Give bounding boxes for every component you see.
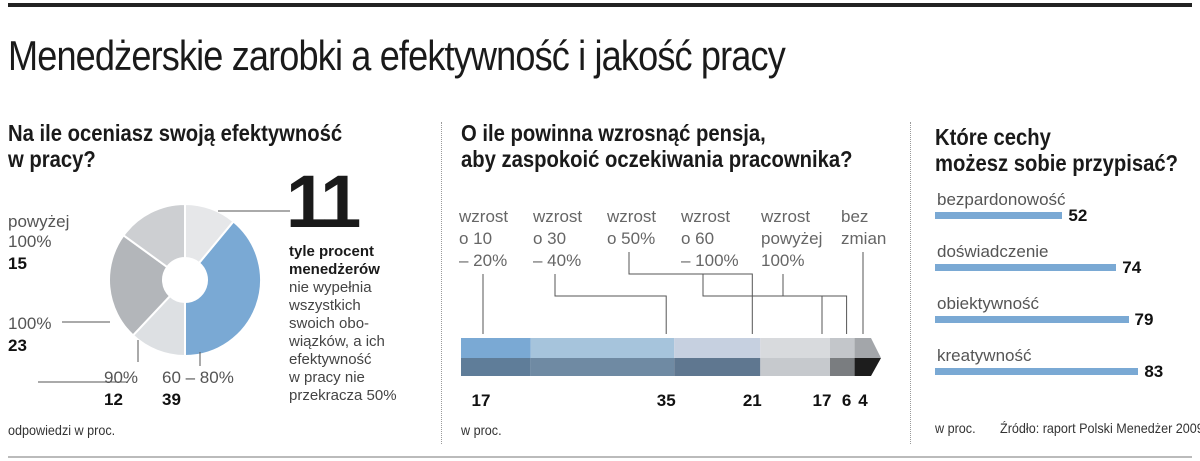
divider-right — [910, 122, 911, 444]
trait-label-0: bezpardonowość — [937, 190, 1066, 209]
trait-value-3: 83 — [1144, 362, 1164, 381]
pie-value-90: 12 — [104, 390, 123, 409]
bar-category-5-line-1: zmian — [841, 229, 886, 248]
bar-segment-top-3 — [760, 338, 830, 358]
bar-category-0-line-1: o 10 — [459, 229, 492, 248]
bar-category-2-line-0: wzrost — [606, 207, 656, 226]
bar-category-1-line-2: – 40% — [533, 251, 581, 270]
bar-segment-top-5 — [854, 338, 881, 358]
right-question-line-2: możesz sobie przypisać? — [935, 150, 1178, 176]
bar-value-1: 35 — [657, 391, 676, 410]
pie-slice-2 — [108, 233, 172, 337]
bar-value-5: 4 — [858, 391, 868, 410]
bar-value-3: 17 — [813, 391, 832, 410]
bar-leader-3 — [702, 274, 823, 334]
highlight-line-3: swoich obo- — [289, 315, 370, 332]
pie-label-powyzej-line2: 100% — [8, 232, 52, 251]
left-question-line-2: w pracy? — [8, 146, 96, 172]
trait-value-2: 79 — [1134, 310, 1154, 329]
pie-label-powyzej-line1: powyżej — [8, 212, 70, 231]
divider-left — [441, 122, 442, 444]
bar-category-0-line-2: – 20% — [459, 251, 507, 270]
highlight-line-1: nie wypełnia — [289, 279, 372, 296]
bar-category-2-line-1: o 50% — [607, 229, 655, 248]
source-note: Źródło: raport Polski Menedżer 2009 — [1000, 420, 1200, 436]
highlight-bold-line-1: tyle procent — [289, 243, 375, 260]
trait-bar-1 — [935, 264, 1117, 271]
bottom-rule — [8, 456, 1192, 458]
bar-segment-bottom-1 — [530, 358, 675, 376]
right-question-line-1: Które cechy — [935, 124, 1051, 150]
bar-leader-1 — [554, 274, 667, 334]
bar-segment-bottom-3 — [760, 358, 830, 376]
trait-label-3: kreatywność — [937, 346, 1032, 365]
bar-category-4-line-0: wzrost — [760, 207, 810, 226]
bar-category-0-line-0: wzrost — [458, 207, 508, 226]
trait-label-2: obiektywność — [937, 294, 1040, 313]
bar-leader-2 — [628, 252, 753, 334]
bar-category-3-line-0: wzrost — [680, 207, 730, 226]
right-footnote: w proc. — [935, 420, 976, 436]
bar-category-4-line-2: 100% — [761, 251, 804, 270]
bar-category-1-line-0: wzrost — [532, 207, 582, 226]
bar-leader-4 — [782, 274, 848, 334]
highlight-number: 11 — [286, 160, 361, 243]
pie-label-100: 100% — [8, 314, 52, 333]
highlight-bold-text: tyle procent menedżerów — [289, 243, 380, 279]
bar-segment-top-4 — [830, 338, 855, 358]
trait-bar-3 — [935, 368, 1139, 375]
pie-label-90: 90% — [104, 368, 139, 387]
efficiency-pie-chart — [38, 202, 290, 383]
bar-segment-top-1 — [530, 338, 675, 358]
bar-segment-bottom-2 — [674, 358, 761, 376]
highlight-line-7: przekracza 50% — [289, 387, 397, 404]
left-question-line-1: Na ile oceniasz swoją efektywność — [8, 120, 343, 146]
middle-footnote: w proc. — [461, 422, 502, 438]
highlight-line-5: efektywność — [289, 351, 372, 368]
bar-segment-top-2 — [674, 338, 761, 358]
salary-stacked-bar-chart: wzrost o 10 – 20% wzrost o 30 – 40% wzrost o 50… — [458, 207, 886, 410]
left-footnote: odpowiedzi w proc. — [8, 422, 116, 438]
bar-category-5-line-0: bez — [841, 207, 868, 226]
bar-segment-bottom-0 — [461, 358, 531, 376]
pie-slice-4 — [184, 202, 235, 265]
pie-value-100: 23 — [8, 336, 27, 355]
trait-bar-0 — [935, 212, 1063, 219]
bar-value-4: 6 — [842, 391, 851, 410]
pie-value-powyzej: 15 — [8, 254, 27, 273]
bar-category-4-line-1: powyżej — [761, 229, 822, 248]
trait-value-1: 74 — [1122, 258, 1142, 277]
bar-value-2: 21 — [743, 391, 762, 410]
bar-category-3-line-2: – 100% — [681, 251, 739, 270]
middle-question-line-1: O ile powinna wzrosnąć pensja, — [461, 120, 766, 146]
trait-bar-2 — [935, 316, 1129, 323]
bar-segment-bottom-5 — [854, 358, 881, 376]
bar-category-3-line-1: o 60 — [681, 229, 714, 248]
pie-label-60-80: 60 – 80% — [162, 368, 234, 387]
pie-slice-0 — [184, 220, 262, 358]
middle-question-line-2: aby zaspokoić oczekiwania pracownika? — [461, 146, 853, 172]
bar-value-0: 17 — [472, 391, 491, 410]
trait-value-0: 52 — [1068, 206, 1088, 225]
highlight-line-6: w pracy nie — [289, 369, 365, 386]
highlight-line-4: wiązków, a ich — [289, 333, 385, 350]
bar-category-1-line-1: o 30 — [533, 229, 566, 248]
trait-label-1: doświadczenie — [937, 242, 1049, 261]
left-question-title: Na ile oceniasz swoją efektywność w prac… — [8, 120, 342, 172]
right-question-title: Które cechy możesz sobie przypisać? — [935, 124, 1178, 176]
page-title: Menedżerskie zarobki a efektywność i jak… — [8, 32, 786, 79]
highlight-text: nie wypełnia wszystkich swoich obo- wiąz… — [289, 279, 397, 405]
pie-value-60-80: 39 — [162, 390, 181, 409]
top-rule — [8, 3, 1192, 7]
highlight-bold-line-2: menedżerów — [289, 261, 380, 278]
middle-question-title: O ile powinna wzrosnąć pensja, aby zaspo… — [461, 120, 852, 172]
bar-segment-top-0 — [461, 338, 531, 358]
bar-segment-bottom-4 — [830, 358, 855, 376]
pie-label-powyzej: powyżej 100% — [8, 212, 69, 252]
highlight-line-2: wszystkich — [289, 297, 361, 314]
